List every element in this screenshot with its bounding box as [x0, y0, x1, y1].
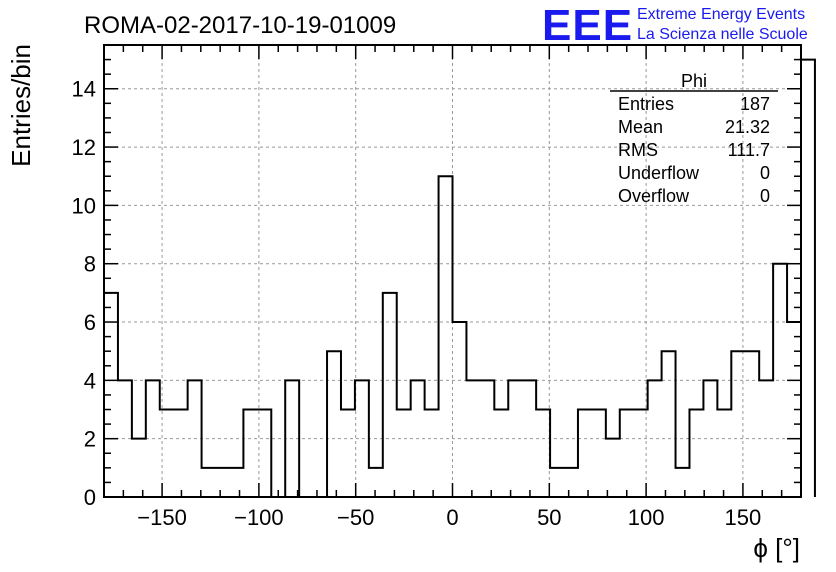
histogram-bin [132, 439, 146, 497]
stats-value: 111.7 [728, 140, 770, 160]
histogram-bin [453, 322, 467, 497]
histogram-bin [229, 468, 243, 497]
chart-title: ROMA-02-2017-10-19-01009 [84, 12, 396, 39]
histogram-outline [103, 58, 816, 498]
histogram-bin [773, 264, 787, 497]
histogram-bin [118, 380, 132, 497]
histogram-bin [578, 410, 592, 497]
histogram-bin [564, 468, 578, 497]
histogram-bin [188, 380, 202, 497]
histogram-bin [592, 410, 606, 497]
x-tick-label: 100 [628, 505, 665, 530]
histogram-bin [480, 380, 494, 497]
histogram-bin [745, 351, 759, 497]
histogram-bin [662, 351, 676, 497]
histogram-bin [522, 380, 536, 497]
histogram-bin [676, 468, 690, 497]
histogram-bin [508, 380, 522, 497]
histogram-bin [355, 380, 369, 497]
x-tick-label: 50 [537, 505, 561, 530]
x-tick-label: −50 [337, 505, 374, 530]
histogram-bin [425, 410, 439, 497]
histogram-bin [717, 410, 731, 497]
stats-box: Phi Entries 187 Mean 21.32 RMS 111.7 Underflow 0… [610, 71, 778, 206]
histogram-bin [801, 60, 815, 497]
histogram-bin [411, 380, 425, 497]
eee-logo-line2: La Scienza nelle Scuole [637, 26, 808, 43]
x-tick-label: 0 [446, 505, 458, 530]
y-tick-label: 0 [84, 485, 96, 510]
y-tick-label: 4 [84, 368, 96, 393]
histogram-bin [202, 468, 216, 497]
y-tick-label: 12 [72, 135, 96, 160]
stats-value: 21.32 [725, 117, 770, 137]
stats-value: 0 [760, 163, 770, 183]
stats-label: Mean [618, 117, 663, 137]
histogram-bin [439, 176, 453, 497]
x-axis: −150 −100 −50 0 50 100 150 [103, 45, 802, 530]
eee-logo-line1: Extreme Energy Events [637, 6, 805, 23]
histogram-bin [536, 410, 550, 497]
x-tick-label: −150 [137, 505, 187, 530]
y-tick-label: 2 [84, 427, 96, 452]
histogram-bin [341, 410, 355, 497]
stats-label: Overflow [618, 186, 690, 206]
histogram-bin [216, 468, 230, 497]
histogram-bin [466, 380, 480, 497]
histogram-bin [243, 410, 257, 497]
histogram-bin [383, 293, 397, 497]
histogram-bin [689, 410, 703, 497]
stats-value: 187 [740, 94, 770, 114]
histogram-series [103, 58, 816, 498]
y-tick-label: 10 [72, 193, 96, 218]
histogram-bin [703, 380, 717, 497]
stats-box-name: Phi [681, 71, 707, 91]
y-tick-label: 8 [84, 252, 96, 277]
histogram-bin [494, 410, 508, 497]
histogram-bin [606, 439, 620, 497]
histogram-bin [327, 351, 341, 497]
stats-label: RMS [618, 140, 658, 160]
histogram-bin [759, 380, 773, 497]
stats-value: 0 [760, 186, 770, 206]
eee-logo-text: EEE [542, 1, 633, 50]
eee-logo: EEE Extreme Energy Events La Scienza nel… [542, 1, 808, 50]
y-axis: 0 2 4 6 8 10 12 14 [72, 44, 801, 510]
histogram-bin [146, 380, 160, 497]
histogram-bin [174, 410, 188, 497]
histogram-bin [620, 410, 634, 497]
y-tick-label: 14 [72, 77, 96, 102]
stats-label: Underflow [618, 163, 700, 183]
histogram-bin [369, 468, 383, 497]
x-tick-label: −100 [234, 505, 284, 530]
y-axis-title: Entries/bin [6, 44, 36, 167]
histogram-bin [648, 380, 662, 497]
y-tick-label: 6 [84, 310, 96, 335]
histogram-bin [397, 410, 411, 497]
histogram-bin [550, 468, 564, 497]
stats-label: Entries [618, 94, 674, 114]
histogram-bin [731, 351, 745, 497]
x-tick-label: 150 [725, 505, 762, 530]
x-axis-title: ϕ [°] [753, 533, 800, 563]
histogram-bin [285, 380, 299, 497]
